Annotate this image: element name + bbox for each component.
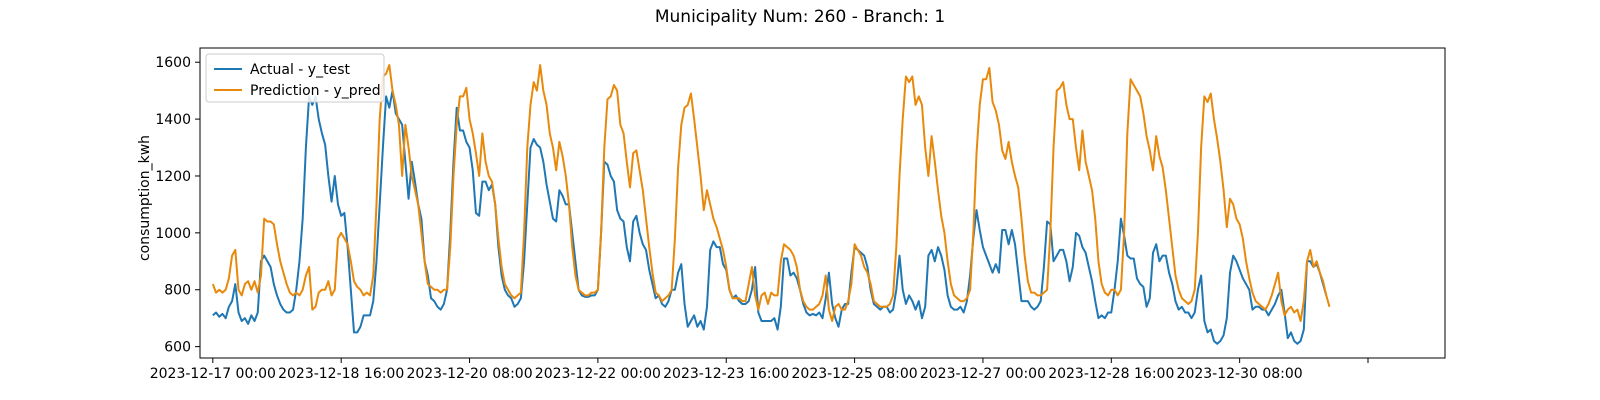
chart-title: Municipality Num: 260 - Branch: 1 (655, 7, 945, 27)
x-tick-label: 2023-12-30 08:00 (1177, 366, 1303, 382)
x-tick-label: 2023-12-28 16:00 (1048, 366, 1174, 382)
legend-label-2: Prediction - y_pred (250, 83, 381, 99)
y-tick-label: 600 (164, 340, 191, 356)
legend-box (205, 53, 385, 103)
y-tick-label: 800 (164, 283, 191, 299)
x-tick-label: 2023-12-23 16:00 (663, 366, 789, 382)
legend-label-1: Actual - y_test (250, 62, 350, 78)
y-axis-title: consumption_kwh (137, 135, 153, 261)
x-tick-label: 2023-12-27 00:00 (920, 366, 1046, 382)
y-tick-label: 1600 (155, 55, 191, 71)
x-tick-label: 2023-12-18 16:00 (278, 366, 404, 382)
legend: Actual - y_test Prediction - y_pred (205, 53, 385, 103)
x-tick-label: 2023-12-25 08:00 (792, 366, 918, 382)
plot-background (200, 48, 1445, 358)
axes-frame (199, 47, 1446, 359)
y-tick-label: 1200 (155, 169, 191, 185)
series-layer (211, 64, 1331, 345)
y-tick-label: 1400 (155, 112, 191, 128)
plot-area (200, 48, 1445, 358)
x-tick-label: 2023-12-20 08:00 (406, 366, 532, 382)
x-tick-label: 2023-12-17 00:00 (150, 366, 276, 382)
x-tick-label: 2023-12-22 00:00 (535, 366, 661, 382)
y-tick-label: 1000 (155, 226, 191, 242)
series-line-2 (211, 64, 1331, 323)
